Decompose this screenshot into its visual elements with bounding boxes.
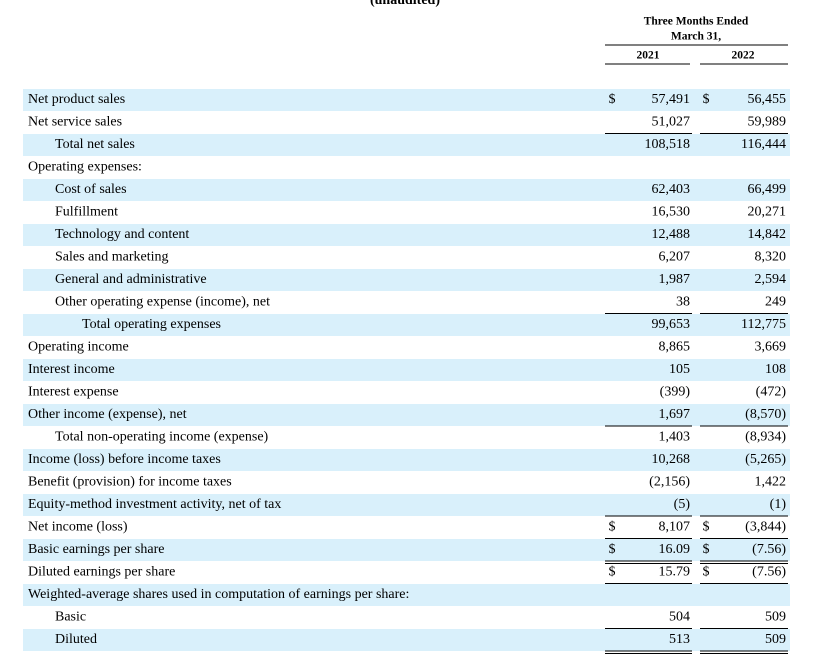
row-label: Interest expense [28, 385, 119, 400]
amount: 504 [669, 610, 690, 625]
currency: $ [609, 520, 616, 535]
amount: 105 [669, 362, 690, 377]
row-shade [23, 89, 790, 111]
amount: 509 [765, 632, 786, 647]
amount: 108,518 [645, 137, 691, 152]
row-label: Net income (loss) [28, 520, 128, 535]
row-label: Basic earnings per share [28, 542, 164, 557]
row-label: Equity-method investment activity, net o… [28, 497, 281, 512]
row-label: Net product sales [28, 92, 125, 107]
amount: 99,653 [652, 317, 691, 332]
amount: 108 [765, 362, 786, 377]
amount: (7.56) [752, 565, 786, 580]
row-label: Fulfillment [55, 205, 118, 220]
amount: 513 [669, 632, 690, 647]
amount: (7.56) [752, 542, 786, 557]
year: 2021 [637, 50, 660, 62]
subtitle: (unaudited) [370, 0, 440, 8]
amount: (5) [674, 497, 691, 512]
amount: 1,403 [659, 430, 691, 445]
amount: 8,865 [659, 340, 691, 355]
row-shade [23, 314, 790, 336]
currency: $ [703, 542, 710, 557]
row-shade [23, 359, 790, 381]
amount: (8,934) [745, 430, 786, 445]
amount: 12,488 [652, 227, 691, 242]
row-label: Total operating expenses [82, 317, 221, 332]
row-shade [23, 179, 790, 201]
currency: $ [703, 565, 710, 580]
amount: (5,265) [745, 452, 786, 467]
row-label: Operating expenses: [28, 160, 142, 175]
amount: 1,697 [659, 407, 691, 422]
amount: 8,320 [755, 250, 787, 265]
row-label: Interest income [28, 362, 115, 377]
amount: 3,669 [755, 340, 787, 355]
date: March 31, [671, 31, 721, 43]
amount: 62,403 [652, 182, 691, 197]
row-label: Basic [55, 610, 86, 625]
row-label: Total net sales [55, 137, 135, 152]
amount: 59,989 [748, 115, 787, 130]
amount: 1,987 [659, 272, 691, 287]
period: Three Months Ended [644, 16, 749, 28]
rows: Net product sales $57,491 $56,455 Net servi… [23, 89, 790, 654]
row-label: Operating income [28, 340, 129, 355]
row-shade [23, 404, 790, 426]
amount: 249 [765, 295, 786, 310]
year: 2022 [732, 50, 755, 62]
row-label: Sales and marketing [55, 250, 169, 265]
amount: 116,444 [741, 137, 786, 152]
row-shade [23, 449, 790, 471]
amount: 16,530 [652, 205, 691, 220]
amount: 16.09 [659, 542, 691, 557]
amount: 20,271 [748, 205, 787, 220]
row-shade [23, 134, 790, 156]
row-shade [23, 494, 790, 516]
row-shade [23, 224, 790, 246]
row-shade [23, 269, 790, 291]
amount: 66,499 [748, 182, 787, 197]
amount: (3,844) [745, 520, 786, 535]
currency: $ [703, 92, 710, 107]
row-label: Net service sales [28, 115, 122, 130]
amount: 38 [676, 295, 690, 310]
amount: (2,156) [649, 475, 690, 490]
row-label: Technology and content [55, 227, 189, 242]
amount: (1) [770, 497, 787, 512]
amount: 6,207 [659, 250, 691, 265]
amount: (399) [660, 385, 691, 400]
amount: 112,775 [741, 317, 786, 332]
row-label: General and administrative [55, 272, 207, 287]
row-label: Diluted [55, 632, 97, 647]
amount: 1,422 [755, 475, 787, 490]
row-shade [23, 584, 790, 606]
row-shade [23, 539, 790, 561]
row-label: Income (loss) before income taxes [28, 452, 221, 467]
currency: $ [609, 565, 616, 580]
amount: 8,107 [659, 520, 691, 535]
amount: 2,594 [755, 272, 787, 287]
amount: 51,027 [652, 115, 691, 130]
row-label: Total non-operating income (expense) [55, 430, 269, 445]
row-label: Cost of sales [55, 182, 127, 197]
amount: 56,455 [748, 92, 787, 107]
amount: 10,268 [652, 452, 691, 467]
row-shade [23, 629, 790, 651]
amount: 509 [765, 610, 786, 625]
currency: $ [703, 520, 710, 535]
amount: 57,491 [652, 92, 691, 107]
row-label: Diluted earnings per share [28, 565, 175, 580]
currency: $ [609, 92, 616, 107]
currency: $ [609, 542, 616, 557]
row-label: Other operating expense (income), net [55, 295, 270, 310]
amount: (8,570) [745, 407, 786, 422]
row-label: Weighted-average shares used in computat… [28, 587, 409, 602]
row-label: Other income (expense), net [28, 407, 187, 422]
amount: (472) [756, 385, 787, 400]
row-label: Benefit (provision) for income taxes [28, 475, 232, 490]
amount: 14,842 [748, 227, 787, 242]
amount: 15.79 [659, 565, 691, 580]
